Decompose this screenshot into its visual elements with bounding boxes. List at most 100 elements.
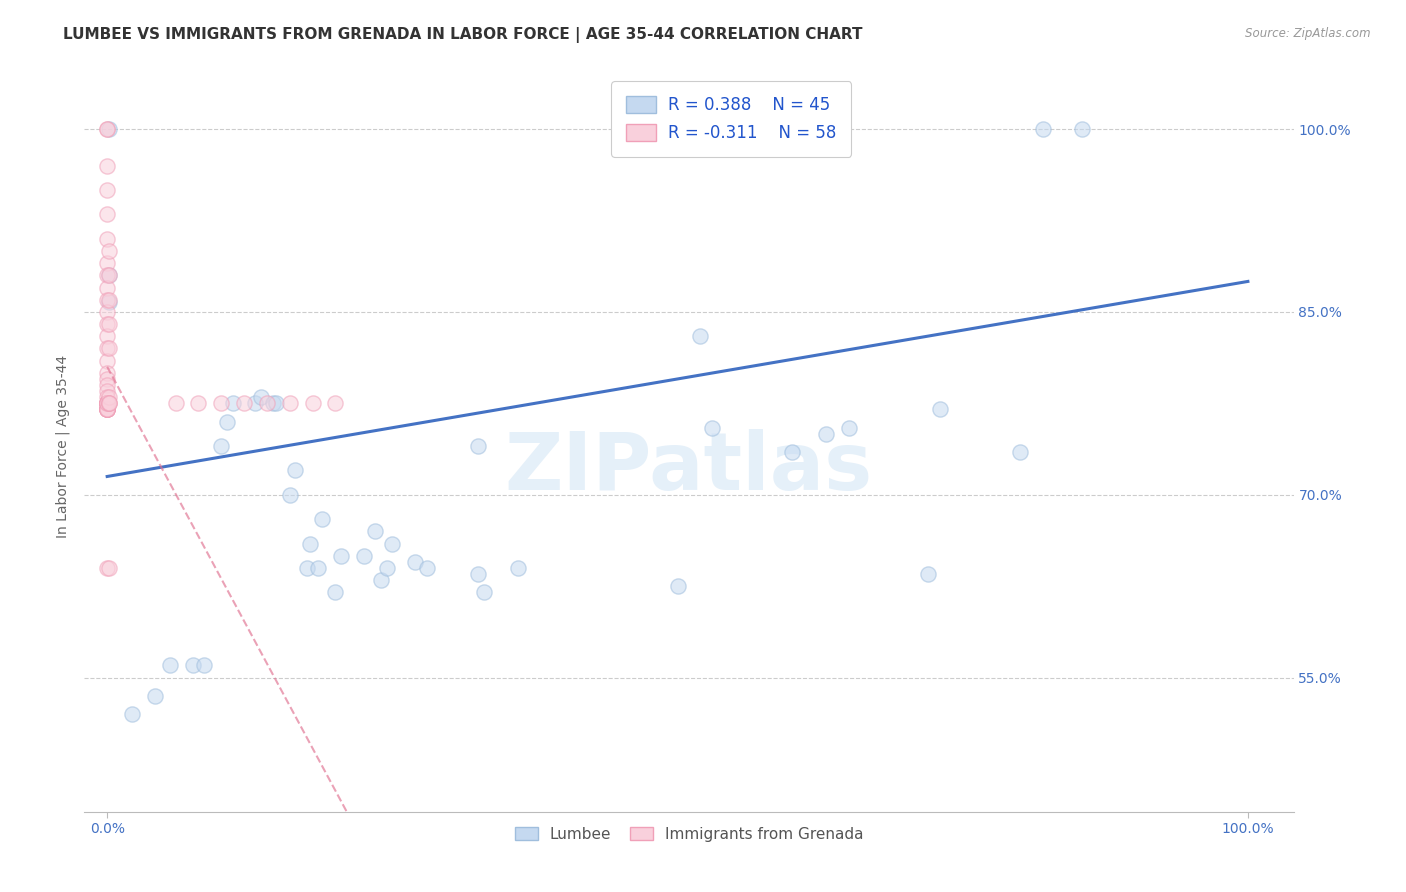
Point (165, 396, 187, 410)
Point (98, 396, 121, 410)
Point (143, 689, 166, 703)
Point (295, 561, 318, 575)
Point (96, 122, 118, 136)
Point (415, 561, 437, 575)
Point (193, 658, 215, 673)
Point (96, 372, 118, 386)
Point (1071, 122, 1094, 136)
Y-axis label: In Labor Force | Age 35-44: In Labor Force | Age 35-44 (56, 354, 70, 538)
Point (96, 402, 118, 417)
Point (364, 524, 387, 539)
Point (121, 707, 143, 722)
Point (262, 396, 284, 410)
Point (307, 561, 329, 575)
Point (96, 402, 118, 417)
Point (375, 561, 398, 575)
Point (96, 402, 118, 417)
Legend: Lumbee, Immigrants from Grenada: Lumbee, Immigrants from Grenada (509, 821, 869, 848)
Text: LUMBEE VS IMMIGRANTS FROM GRENADA IN LABOR FORCE | AGE 35-44 CORRELATION CHART: LUMBEE VS IMMIGRANTS FROM GRENADA IN LAB… (63, 27, 863, 43)
Point (98, 396, 121, 410)
Point (96, 353, 118, 368)
Point (221, 396, 243, 410)
Point (370, 573, 392, 587)
Point (780, 445, 803, 459)
Point (98, 268, 121, 283)
Point (467, 439, 489, 453)
Point (264, 396, 287, 410)
Point (96, 329, 118, 343)
Point (98, 342, 121, 356)
Point (96, 207, 118, 221)
Point (96, 280, 118, 294)
Point (209, 439, 232, 453)
Point (250, 390, 273, 404)
Point (96, 390, 118, 404)
Point (1032, 122, 1054, 136)
Point (467, 567, 489, 582)
Point (96, 396, 118, 410)
Point (96, 396, 118, 410)
Point (209, 396, 232, 410)
Point (159, 658, 181, 673)
Point (98, 295, 121, 310)
Point (96, 396, 118, 410)
Point (838, 421, 860, 435)
Point (98, 561, 121, 575)
Point (98, 122, 121, 136)
Point (96, 256, 118, 270)
Point (181, 658, 204, 673)
Point (96, 402, 118, 417)
Point (472, 585, 495, 599)
Point (96, 396, 118, 410)
Point (353, 549, 375, 563)
Point (96, 402, 118, 417)
Point (96, 396, 118, 410)
Point (917, 567, 939, 582)
Point (98, 268, 121, 283)
Point (96, 402, 118, 417)
Point (301, 396, 323, 410)
Point (814, 426, 837, 441)
Point (689, 329, 711, 343)
Point (96, 396, 118, 410)
Point (404, 555, 426, 569)
Point (96, 396, 118, 410)
Point (233, 396, 256, 410)
Point (96, 402, 118, 417)
Point (96, 396, 118, 410)
Point (98, 396, 121, 410)
Point (96, 366, 118, 380)
Point (330, 549, 353, 563)
Point (278, 488, 301, 502)
Point (215, 415, 238, 429)
Point (506, 561, 529, 575)
Point (98, 390, 121, 404)
Point (98, 244, 121, 258)
Point (96, 317, 118, 331)
Point (666, 579, 689, 593)
Point (98, 293, 121, 307)
Point (96, 293, 118, 307)
Point (245, 396, 267, 410)
Point (256, 396, 278, 410)
Point (96, 159, 118, 173)
Point (98, 317, 121, 331)
Point (96, 342, 118, 356)
Point (187, 396, 209, 410)
Point (96, 396, 118, 410)
Point (96, 268, 118, 283)
Point (700, 421, 723, 435)
Point (96, 305, 118, 319)
Text: ZIPatlas: ZIPatlas (505, 429, 873, 507)
Point (311, 512, 333, 526)
Point (928, 402, 950, 417)
Point (96, 232, 118, 246)
Point (96, 384, 118, 399)
Text: Source: ZipAtlas.com: Source: ZipAtlas.com (1246, 27, 1371, 40)
Point (96, 402, 118, 417)
Point (96, 122, 118, 136)
Point (299, 536, 322, 550)
Point (96, 561, 118, 575)
Point (1008, 445, 1031, 459)
Point (381, 536, 404, 550)
